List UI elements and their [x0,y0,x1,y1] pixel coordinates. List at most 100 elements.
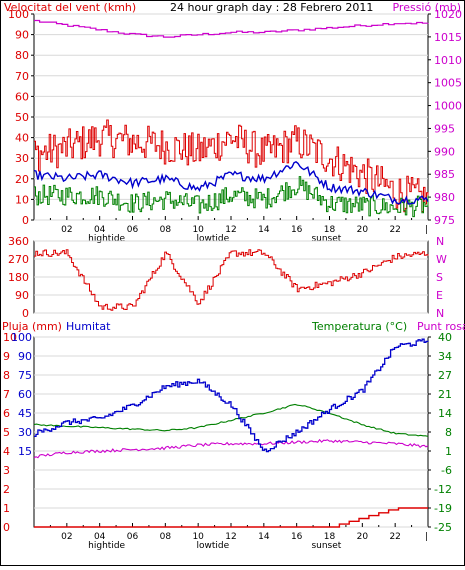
direction-grid [34,240,428,314]
hour-tick-label: 08 [160,532,172,542]
x-marker-sunset: sunset [311,541,341,551]
hour-tick-label: 14 [258,532,270,542]
direction-compass-label: N [436,307,444,320]
top-series [33,19,429,218]
direction-compass-label: S [436,271,443,284]
hour-tick-label: 22 [389,225,400,235]
hour-tick-label: 08 [160,225,172,235]
temperature-tick-label: -25 [434,521,452,534]
temperature-tick-label: 34 [438,350,452,363]
bottom-series [33,338,429,528]
rain-tick-label: 10 [3,331,17,344]
pressure-axis-title: Pressió (mb) [392,1,461,14]
hour-tick-label: 04 [94,225,106,235]
top-x-axis: 02 04 06 08 10 12 14 16 18 20 22 | hightide lowtide su… [49,216,428,244]
wind-average-line [33,160,429,205]
hour-tick-label: 12 [225,225,236,235]
direction-degree-label: 0 [22,307,29,320]
temperature-tick-label: 27 [438,369,452,382]
hour-tick-label: 18 [324,225,336,235]
direction-degree-label: 270 [8,253,29,266]
rain-tick-label: 5 [3,426,10,439]
hour-tick-label: 06 [127,225,139,235]
direction-compass-label: E [436,289,443,302]
rain-tick-label: 1 [3,502,10,515]
wind-tick-label: 80 [15,49,29,62]
wind-tick-label: 40 [15,132,29,145]
rain-tick-label: 4 [3,445,10,458]
x-marker-hightide: hightide [88,541,125,551]
wind-tick-label: 0 [22,214,29,227]
hour-tick-label: 02 [61,532,72,542]
wind-axis-title: Velocitat del vent (kmh) [4,1,136,14]
hour-tick-label: 20 [357,225,369,235]
wind-tick-label: 100 [8,8,29,21]
direction-degree-ticks: 360 270 180 90 0 [8,235,29,320]
rain-tick-label: 2 [3,483,10,496]
pressure-tick-label: 990 [434,145,455,158]
hour-end-tick: | [425,225,428,235]
rain-tick-label: 6 [3,407,10,420]
pressure-tick-label: 1015 [434,31,462,44]
x-marker-hightide: hightide [88,234,125,244]
rain-tick-label: 9 [3,350,10,363]
rain-tick-label: 0 [3,521,10,534]
wind-tick-label: 20 [15,173,29,186]
hour-tick-label: 10 [192,225,204,235]
hour-tick-label: 22 [389,532,400,542]
temperature-tick-label: -6 [441,464,452,477]
hour-tick-label: 18 [324,532,336,542]
hour-end-tick: | [425,532,428,542]
humidity-axis-title: Humitat [66,320,111,333]
graph-title: 24 hour graph day : 28 Febrero 2011 [170,1,373,14]
humidity-tick-label: 45 [18,407,32,420]
bottom-x-axis: 02 04 06 08 10 12 14 16 18 20 22 | hightide lowtide su… [49,523,428,551]
pressure-axis-ticks: 1020 1015 1010 1005 1000 995 990 985 980 975 [428,8,462,227]
direction-compass-label: N [436,235,444,248]
pressure-tick-label: 1000 [434,100,462,113]
wind-tick-label: 60 [15,90,29,103]
rain-axis-title: Pluja (mm) [2,320,62,333]
pressure-tick-label: 995 [434,122,455,135]
humidity-tick-label: 100 [11,331,32,344]
humidity-tick-label: 75 [18,369,32,382]
hour-tick-label: 16 [291,532,303,542]
pressure-tick-label: 980 [434,191,455,204]
hour-tick-label: 06 [127,532,139,542]
hour-tick-label: 04 [94,532,106,542]
x-marker-sunset: sunset [311,234,341,244]
pressure-line [34,19,429,38]
wind-low-line [34,176,429,218]
humidity-tick-label: 30 [18,426,32,439]
pressure-tick-label: 1005 [434,77,462,90]
pressure-tick-label: 975 [434,214,455,227]
humidity-axis-ticks: 100 90 75 60 45 30 15 [11,331,32,458]
temperature-axis-title: Temperatura (°C) [311,320,407,333]
wind-tick-label: 50 [15,111,29,124]
humidity-tick-label: 90 [18,350,32,363]
dewpoint-line [33,438,429,459]
temperature-line [33,403,429,437]
pressure-tick-label: 1010 [434,54,462,67]
pressure-tick-label: 1020 [434,8,462,21]
wind-direction-line [34,249,429,311]
rain-line [34,507,428,528]
humidity-line [34,338,429,453]
rain-tick-label: 3 [3,464,10,477]
direction-degree-label: 360 [8,235,29,248]
hour-tick-label: 20 [357,532,369,542]
temperature-tick-label: -12 [434,483,452,496]
temperature-tick-label: 21 [438,388,452,401]
hour-tick-label: 02 [61,225,72,235]
humidity-tick-label: 15 [18,445,32,458]
wind-tick-label: 30 [15,152,29,165]
direction-series [34,249,429,311]
x-marker-lowtide: lowtide [197,541,230,551]
pressure-tick-label: 985 [434,168,455,181]
temperature-tick-label: 1 [445,445,452,458]
